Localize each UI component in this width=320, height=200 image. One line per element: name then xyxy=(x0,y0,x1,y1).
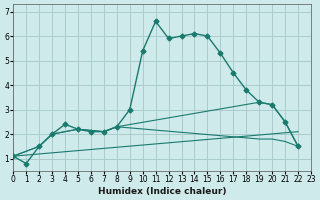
X-axis label: Humidex (Indice chaleur): Humidex (Indice chaleur) xyxy=(98,187,226,196)
